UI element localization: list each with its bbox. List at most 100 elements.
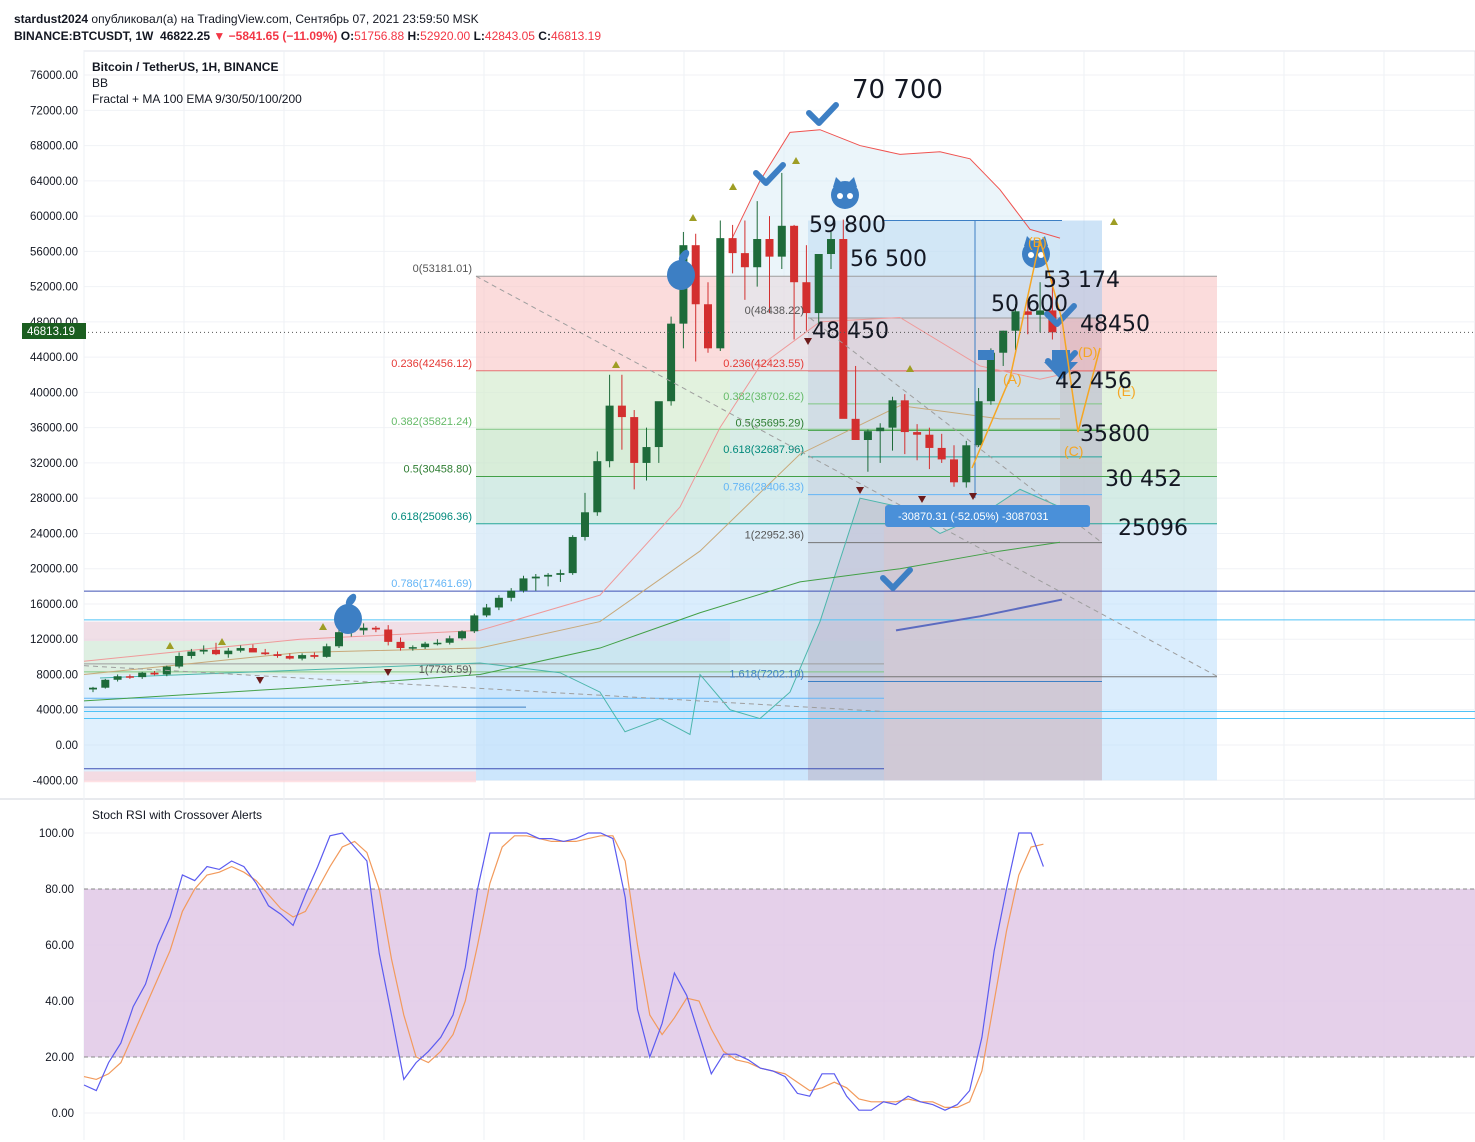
price-axis: 76000.00 72000.00 68000.00 64000.00 60000.00… <box>30 70 78 787</box>
fractal-marker <box>319 623 327 630</box>
fib-left-label: 0.382(35821.24) <box>391 416 472 428</box>
fractal-marker <box>856 487 864 494</box>
wave-label: (B) <box>1028 234 1047 250</box>
price-annotation: 59 800 <box>809 213 886 238</box>
price-annotation: 70 700 <box>852 75 943 105</box>
price-tick-label: 68000.00 <box>30 141 78 153</box>
fib-right-label: 1(22952.36) <box>745 530 804 542</box>
low-value: 42843.05 <box>484 29 535 43</box>
publish-text: опубликовал(а) на TradingView.com, Сентя… <box>91 12 479 26</box>
candle-body <box>285 655 294 659</box>
main-legend: Bitcoin / TetherUS, 1H, BINANCE BB Fract… <box>92 59 302 107</box>
candle-body <box>335 632 343 647</box>
cat-ears-icon <box>833 177 857 187</box>
price-tick-label: 36000.00 <box>30 423 78 435</box>
fib-left-label: 0.5(30458.80) <box>404 464 473 476</box>
price-tick-label: 4000.00 <box>36 705 78 717</box>
author-name[interactable]: stardust2024 <box>14 12 89 26</box>
close-label: C: <box>538 29 551 43</box>
ohlc-header: BINANCE:BTCUSDT, 1W 46822.25 ▼ −5841.65 … <box>14 29 601 43</box>
candle-body <box>642 447 651 463</box>
fractal-marker <box>166 642 174 649</box>
candle-body <box>482 607 491 616</box>
cat-eye-icon <box>1038 252 1044 258</box>
price-annotation: 48 450 <box>812 319 889 344</box>
candle-body <box>224 650 233 655</box>
legend-symbol[interactable]: Bitcoin / TetherUS, 1H, BINANCE <box>92 60 279 74</box>
candle-body <box>691 245 700 305</box>
ema-100 <box>895 598 1063 632</box>
price-tick-label: 76000.00 <box>30 70 78 82</box>
price-tick-label: 24000.00 <box>30 528 78 540</box>
price-annotation: 42 456 <box>1055 369 1132 394</box>
fractal-marker <box>729 183 737 190</box>
apple-icon <box>334 604 362 634</box>
price-tick-label: 28000.00 <box>30 493 78 505</box>
fractal-marker <box>689 214 697 221</box>
price-tick-label: 16000.00 <box>30 599 78 611</box>
candle-body <box>322 646 331 657</box>
candle-body <box>581 512 589 537</box>
price-annotation: 30 452 <box>1105 467 1182 492</box>
price-tag: 46813.19 <box>27 326 75 338</box>
fractal-marker <box>918 496 926 503</box>
candle-body <box>900 400 909 433</box>
candle-body <box>248 648 257 653</box>
candle-body <box>101 679 110 688</box>
candle-body <box>814 254 823 314</box>
measure-label: -30870.31 (-52.05%) -3087031 <box>898 511 1048 523</box>
candle-body <box>802 282 811 314</box>
fractal-marker <box>256 677 264 684</box>
apple-icon <box>667 260 695 290</box>
candle-body <box>138 672 147 678</box>
fractal-marker <box>804 338 812 345</box>
measure-box[interactable] <box>885 505 1090 527</box>
candle-body <box>790 225 799 283</box>
stoch-tick-label: 0.00 <box>52 1108 74 1120</box>
fib-left-label: 0.236(42456.12) <box>391 358 472 370</box>
ema-50 <box>83 541 1061 702</box>
candle-body <box>753 239 762 268</box>
trend-dashed-3 <box>83 665 885 713</box>
price-annotation: 35800 <box>1080 422 1150 447</box>
fib-left-label: 0(53181.01) <box>413 263 472 275</box>
candle-body <box>654 401 663 448</box>
fractal-marker <box>384 669 392 676</box>
wave-label: (A) <box>1003 371 1022 387</box>
legend-bb[interactable]: BB <box>92 76 109 90</box>
fib-right-label: 0(48438.22) <box>745 305 804 317</box>
open-label: O: <box>340 29 355 43</box>
price-tick-label: 56000.00 <box>30 246 78 258</box>
bb-lower-left <box>99 662 731 736</box>
candle-body <box>974 401 983 446</box>
stoch-tick-label: 80.00 <box>45 884 74 896</box>
candle-body <box>777 225 786 257</box>
price-tick-label: 20000.00 <box>30 564 78 576</box>
candle-body <box>236 648 245 651</box>
close-value: 46813.19 <box>550 29 602 43</box>
legend-indicators[interactable]: Fractal + MA 100 EMA 9/30/50/100/200 <box>92 92 302 106</box>
candle-body <box>458 631 466 639</box>
candle-body <box>371 627 380 630</box>
fib-right-label: 0.786(28406.33) <box>723 482 804 494</box>
candle-body <box>937 447 946 460</box>
candle-body <box>507 590 516 598</box>
wave-label: (C) <box>1064 443 1083 459</box>
candle-body <box>89 687 97 690</box>
price-annotation: 48450 <box>1080 312 1150 337</box>
fractal-marker <box>218 638 226 645</box>
price-annotation: 25096 <box>1118 516 1188 541</box>
candle-body <box>544 574 553 577</box>
bb-upper <box>729 129 1061 243</box>
stoch-tick-label: 60.00 <box>45 940 74 952</box>
check-icon <box>880 567 913 591</box>
candle-body <box>962 445 971 483</box>
high-label: H: <box>407 29 421 43</box>
stoch-legend[interactable]: Stoch RSI with Crossover Alerts <box>92 808 263 822</box>
candle-body <box>851 418 860 441</box>
candle-body <box>1023 311 1032 315</box>
candle-body <box>359 627 368 631</box>
price-tick-label: 72000.00 <box>30 105 78 117</box>
candle-body <box>531 576 540 579</box>
